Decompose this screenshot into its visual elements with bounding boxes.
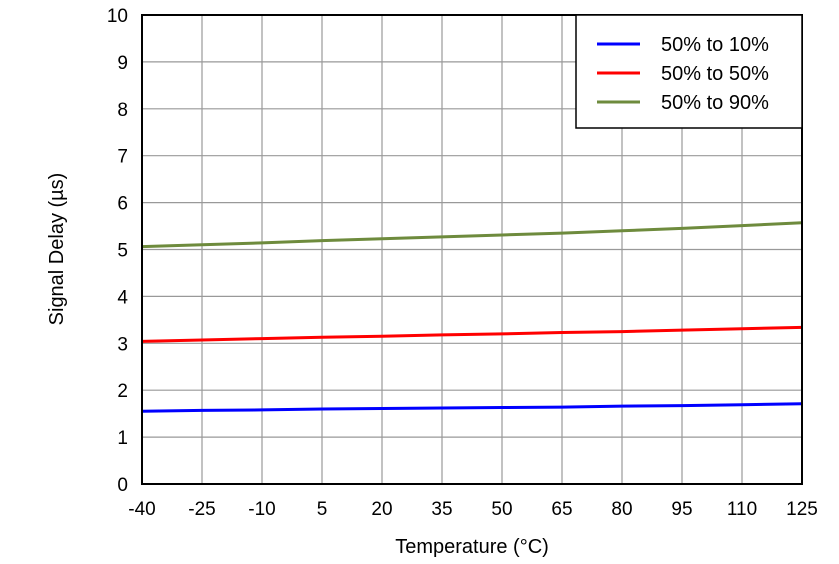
x-tick-label: 20 [371,499,392,520]
y-tick-label: 4 [117,287,128,308]
x-tick-label: -40 [128,499,155,520]
y-tick-label: 3 [117,334,128,355]
y-tick-label: 5 [117,241,128,262]
x-tick-label: 110 [727,499,757,520]
x-tick-label: 80 [611,499,632,520]
legend-label-1: 50% to 10% [661,34,769,56]
y-tick-label: 6 [117,194,128,215]
legend-label-2: 50% to 50% [661,63,769,85]
series-line-2 [141,325,803,343]
x-tick-label: 35 [431,499,452,520]
y-tick-label: 9 [117,53,128,74]
y-tick-label: 2 [117,381,128,402]
series-lines [141,221,803,413]
x-tick-label: 5 [317,499,328,520]
legend: 50% to 10% 50% to 50% 50% to 90% [575,14,803,129]
x-axis-label: Temperature (°C) [395,536,549,558]
y-tick-label: 0 [117,475,128,496]
x-tick-label: 125 [786,499,818,520]
x-tick-label: 50 [491,499,512,520]
x-tick-label: -25 [188,499,215,520]
x-tick-label: 65 [551,499,572,520]
legend-label-3: 50% to 90% [661,92,769,114]
x-tick-label: 95 [671,499,692,520]
y-axis-label: Signal Delay (µs) [46,173,68,326]
series-line-3 [141,221,803,249]
plot-frame [141,14,803,485]
y-tick-label: 8 [117,100,128,121]
y-tick-labels: 0 1 2 3 4 5 6 7 8 9 10 [107,6,129,496]
y-tick-label: 1 [117,428,128,449]
y-tick-label: 10 [107,6,128,27]
series-line-1 [141,402,803,413]
x-tick-label: -10 [248,499,275,520]
x-tick-labels: -40 -25 -10 5 20 35 50 65 80 95 110 125 [128,499,818,520]
y-tick-label: 7 [117,147,128,168]
